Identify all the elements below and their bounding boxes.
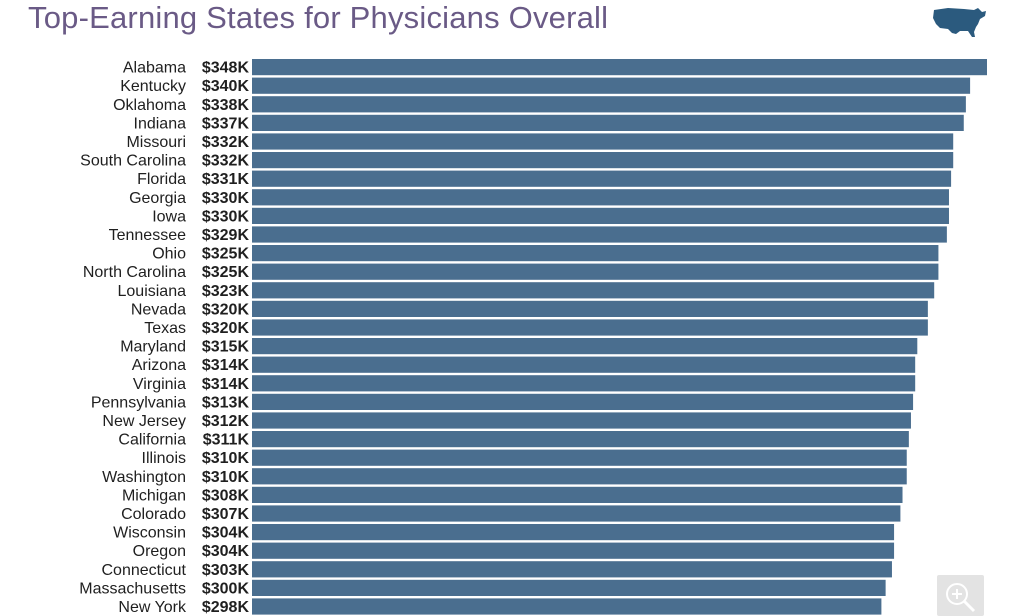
state-label-connecticut: Connecticut bbox=[102, 562, 187, 579]
state-label-wisconsin: Wisconsin bbox=[113, 525, 186, 542]
value-label-massachusetts: $300K bbox=[202, 580, 250, 597]
usa-map-icon bbox=[933, 8, 986, 37]
state-label-colorado: Colorado bbox=[121, 506, 186, 523]
state-label-michigan: Michigan bbox=[122, 487, 186, 504]
zoom-button[interactable] bbox=[937, 575, 984, 616]
value-label-florida: $331K bbox=[202, 171, 250, 188]
state-label-louisiana: Louisiana bbox=[118, 283, 187, 300]
state-label-oregon: Oregon bbox=[133, 543, 186, 560]
state-label-north-carolina: North Carolina bbox=[83, 264, 186, 281]
state-label-new-york: New York bbox=[118, 599, 187, 616]
bar-texas bbox=[252, 319, 928, 336]
value-label-oregon: $304K bbox=[202, 543, 250, 560]
value-label-new-york: $298K bbox=[202, 599, 250, 616]
value-label-maryland: $315K bbox=[202, 339, 250, 356]
bar-kentucky bbox=[252, 77, 971, 94]
value-label-new-jersey: $312K bbox=[202, 413, 250, 430]
value-label-colorado: $307K bbox=[202, 506, 250, 523]
state-label-pennsylvania: Pennsylvania bbox=[91, 394, 186, 411]
bar-ohio bbox=[252, 245, 939, 262]
bar-california bbox=[252, 431, 909, 448]
state-label-new-jersey: New Jersey bbox=[102, 413, 186, 430]
state-label-california: California bbox=[118, 432, 186, 449]
state-label-iowa: Iowa bbox=[152, 208, 186, 225]
bar-maryland bbox=[252, 338, 918, 355]
bar-oregon bbox=[252, 542, 895, 559]
value-label-arizona: $314K bbox=[202, 357, 250, 374]
state-label-virginia: Virginia bbox=[133, 376, 186, 393]
state-label-alabama: Alabama bbox=[123, 60, 186, 77]
state-label-tennessee: Tennessee bbox=[109, 227, 186, 244]
bar-alabama bbox=[252, 59, 987, 76]
bar-oklahoma bbox=[252, 96, 966, 113]
bar-north-carolina bbox=[252, 263, 939, 280]
state-label-kentucky: Kentucky bbox=[120, 78, 186, 95]
state-label-florida: Florida bbox=[137, 171, 186, 188]
bar-florida bbox=[252, 170, 952, 187]
bar-virginia bbox=[252, 375, 916, 392]
bar-new-york bbox=[252, 598, 882, 615]
state-label-oklahoma: Oklahoma bbox=[113, 97, 186, 114]
zoom-in-icon bbox=[946, 583, 976, 613]
value-label-michigan: $308K bbox=[202, 487, 250, 504]
bar-south-carolina bbox=[252, 152, 954, 169]
state-label-arizona: Arizona bbox=[132, 357, 186, 374]
value-label-texas: $320K bbox=[202, 320, 250, 337]
bar-connecticut bbox=[252, 561, 892, 578]
bar-michigan bbox=[252, 486, 903, 503]
value-label-oklahoma: $338K bbox=[202, 97, 250, 114]
value-label-connecticut: $303K bbox=[202, 562, 250, 579]
state-label-texas: Texas bbox=[144, 320, 186, 337]
bar-massachusetts bbox=[252, 579, 886, 596]
bar-colorado bbox=[252, 505, 901, 522]
bar-pennsylvania bbox=[252, 393, 914, 410]
value-label-north-carolina: $325K bbox=[202, 264, 250, 281]
value-label-virginia: $314K bbox=[202, 376, 250, 393]
bar-iowa bbox=[252, 207, 949, 224]
value-label-tennessee: $329K bbox=[202, 227, 250, 244]
bar-wisconsin bbox=[252, 524, 895, 541]
bar-tennessee bbox=[252, 226, 947, 243]
value-label-south-carolina: $332K bbox=[202, 153, 250, 170]
state-label-georgia: Georgia bbox=[129, 190, 186, 207]
value-label-washington: $310K bbox=[202, 469, 250, 486]
state-label-ohio: Ohio bbox=[152, 246, 186, 263]
bar-nevada bbox=[252, 300, 928, 317]
state-label-illinois: Illinois bbox=[142, 450, 186, 467]
bar-washington bbox=[252, 468, 907, 485]
value-label-wisconsin: $304K bbox=[202, 525, 250, 542]
value-label-california: $311K bbox=[203, 432, 250, 449]
value-label-louisiana: $323K bbox=[202, 283, 250, 300]
bar-missouri bbox=[252, 133, 954, 150]
chart-title: Top-Earning States for Physicians Overal… bbox=[28, 0, 609, 35]
bar-arizona bbox=[252, 356, 916, 373]
state-label-south-carolina: South Carolina bbox=[80, 153, 186, 170]
state-label-nevada: Nevada bbox=[131, 301, 186, 318]
bar-indiana bbox=[252, 114, 964, 131]
state-label-indiana: Indiana bbox=[134, 115, 187, 132]
value-label-pennsylvania: $313K bbox=[202, 394, 250, 411]
state-label-washington: Washington bbox=[102, 469, 186, 486]
value-label-iowa: $330K bbox=[202, 208, 250, 225]
bar-illinois bbox=[252, 449, 907, 466]
bar-louisiana bbox=[252, 282, 935, 299]
value-label-illinois: $310K bbox=[202, 450, 250, 467]
value-label-nevada: $320K bbox=[202, 301, 250, 318]
state-label-missouri: Missouri bbox=[126, 134, 186, 151]
value-label-indiana: $337K bbox=[202, 115, 250, 132]
value-label-alabama: $348K bbox=[202, 60, 250, 77]
state-label-massachusetts: Massachusetts bbox=[79, 580, 186, 597]
value-label-ohio: $325K bbox=[202, 246, 250, 263]
bar-new-jersey bbox=[252, 412, 911, 429]
value-label-missouri: $332K bbox=[202, 134, 250, 151]
value-label-georgia: $330K bbox=[202, 190, 250, 207]
state-label-maryland: Maryland bbox=[120, 339, 186, 356]
value-label-kentucky: $340K bbox=[202, 78, 250, 95]
bar-georgia bbox=[252, 189, 949, 206]
